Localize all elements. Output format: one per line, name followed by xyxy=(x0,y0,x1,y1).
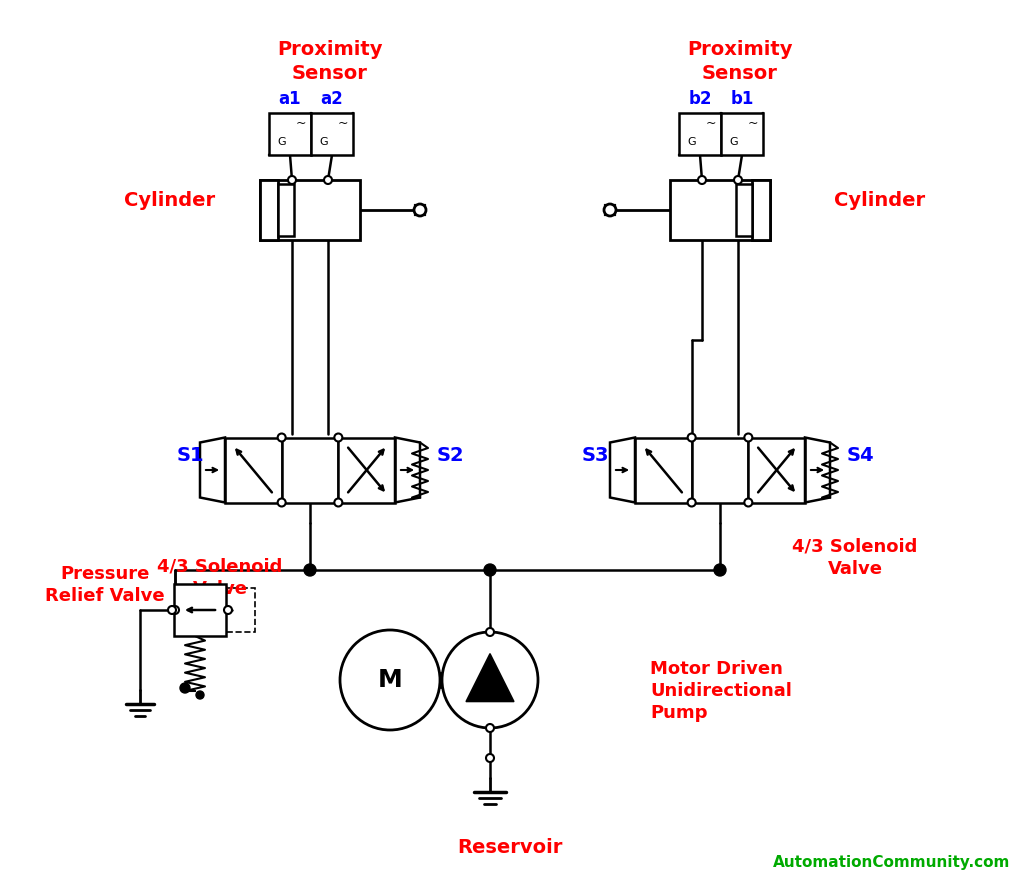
Text: G: G xyxy=(319,137,328,147)
Text: G: G xyxy=(687,137,695,147)
Text: ~: ~ xyxy=(296,116,306,130)
Circle shape xyxy=(288,176,296,184)
Text: Proximity
Sensor: Proximity Sensor xyxy=(278,40,383,83)
Bar xyxy=(338,437,395,502)
Polygon shape xyxy=(466,653,514,701)
Text: ~: ~ xyxy=(338,116,348,130)
Text: S3: S3 xyxy=(582,445,608,464)
Circle shape xyxy=(604,204,616,216)
Text: Proximity
Sensor: Proximity Sensor xyxy=(687,40,793,83)
Circle shape xyxy=(744,499,753,507)
Circle shape xyxy=(734,176,742,184)
Circle shape xyxy=(486,724,494,732)
Text: Reservoir: Reservoir xyxy=(458,838,562,857)
Bar xyxy=(721,113,763,155)
Bar xyxy=(282,437,338,502)
Circle shape xyxy=(304,564,316,576)
Bar xyxy=(278,184,294,236)
Circle shape xyxy=(698,176,706,184)
Text: 4/3 Solenoid
Valve: 4/3 Solenoid Valve xyxy=(158,557,283,597)
Bar xyxy=(311,113,353,155)
Bar xyxy=(670,180,770,240)
Bar xyxy=(260,180,360,240)
Circle shape xyxy=(171,606,179,614)
Circle shape xyxy=(324,176,332,184)
Bar xyxy=(736,184,752,236)
Circle shape xyxy=(714,564,726,576)
Circle shape xyxy=(484,564,496,576)
Circle shape xyxy=(278,499,286,507)
Text: a1: a1 xyxy=(279,90,301,108)
Bar xyxy=(691,437,749,502)
Text: Cylinder: Cylinder xyxy=(835,190,926,210)
Circle shape xyxy=(688,499,695,507)
Circle shape xyxy=(442,632,538,728)
Bar xyxy=(635,437,691,502)
Circle shape xyxy=(180,683,190,693)
Text: Pressure
Relief Valve: Pressure Relief Valve xyxy=(45,565,165,605)
Circle shape xyxy=(224,606,232,614)
Text: a2: a2 xyxy=(321,90,343,108)
Text: S1: S1 xyxy=(176,445,204,464)
Text: Cylinder: Cylinder xyxy=(125,190,216,210)
Text: S2: S2 xyxy=(436,445,464,464)
Circle shape xyxy=(278,434,286,442)
Bar xyxy=(224,588,255,632)
Bar xyxy=(269,113,311,155)
Text: b2: b2 xyxy=(688,90,712,108)
Text: Motor Driven
Unidirectional
Pump: Motor Driven Unidirectional Pump xyxy=(650,660,792,723)
Text: AutomationCommunity.com: AutomationCommunity.com xyxy=(773,855,1010,870)
Text: S4: S4 xyxy=(846,445,873,464)
Text: ~: ~ xyxy=(706,116,716,130)
Text: b1: b1 xyxy=(730,90,754,108)
Circle shape xyxy=(486,628,494,636)
Text: G: G xyxy=(278,137,286,147)
Text: G: G xyxy=(729,137,737,147)
Text: ~: ~ xyxy=(748,116,758,130)
Circle shape xyxy=(486,754,494,762)
Bar xyxy=(752,180,770,240)
Circle shape xyxy=(168,606,176,614)
Circle shape xyxy=(414,204,426,216)
Bar xyxy=(260,180,278,240)
Circle shape xyxy=(744,434,753,442)
Text: M: M xyxy=(378,668,402,692)
Bar xyxy=(174,584,226,636)
Bar xyxy=(225,437,282,502)
Circle shape xyxy=(340,630,440,730)
Circle shape xyxy=(334,434,342,442)
Bar xyxy=(749,437,805,502)
Circle shape xyxy=(334,499,342,507)
Text: 4/3 Solenoid
Valve: 4/3 Solenoid Valve xyxy=(793,538,918,578)
Circle shape xyxy=(196,691,204,699)
Bar xyxy=(679,113,721,155)
Circle shape xyxy=(688,434,695,442)
